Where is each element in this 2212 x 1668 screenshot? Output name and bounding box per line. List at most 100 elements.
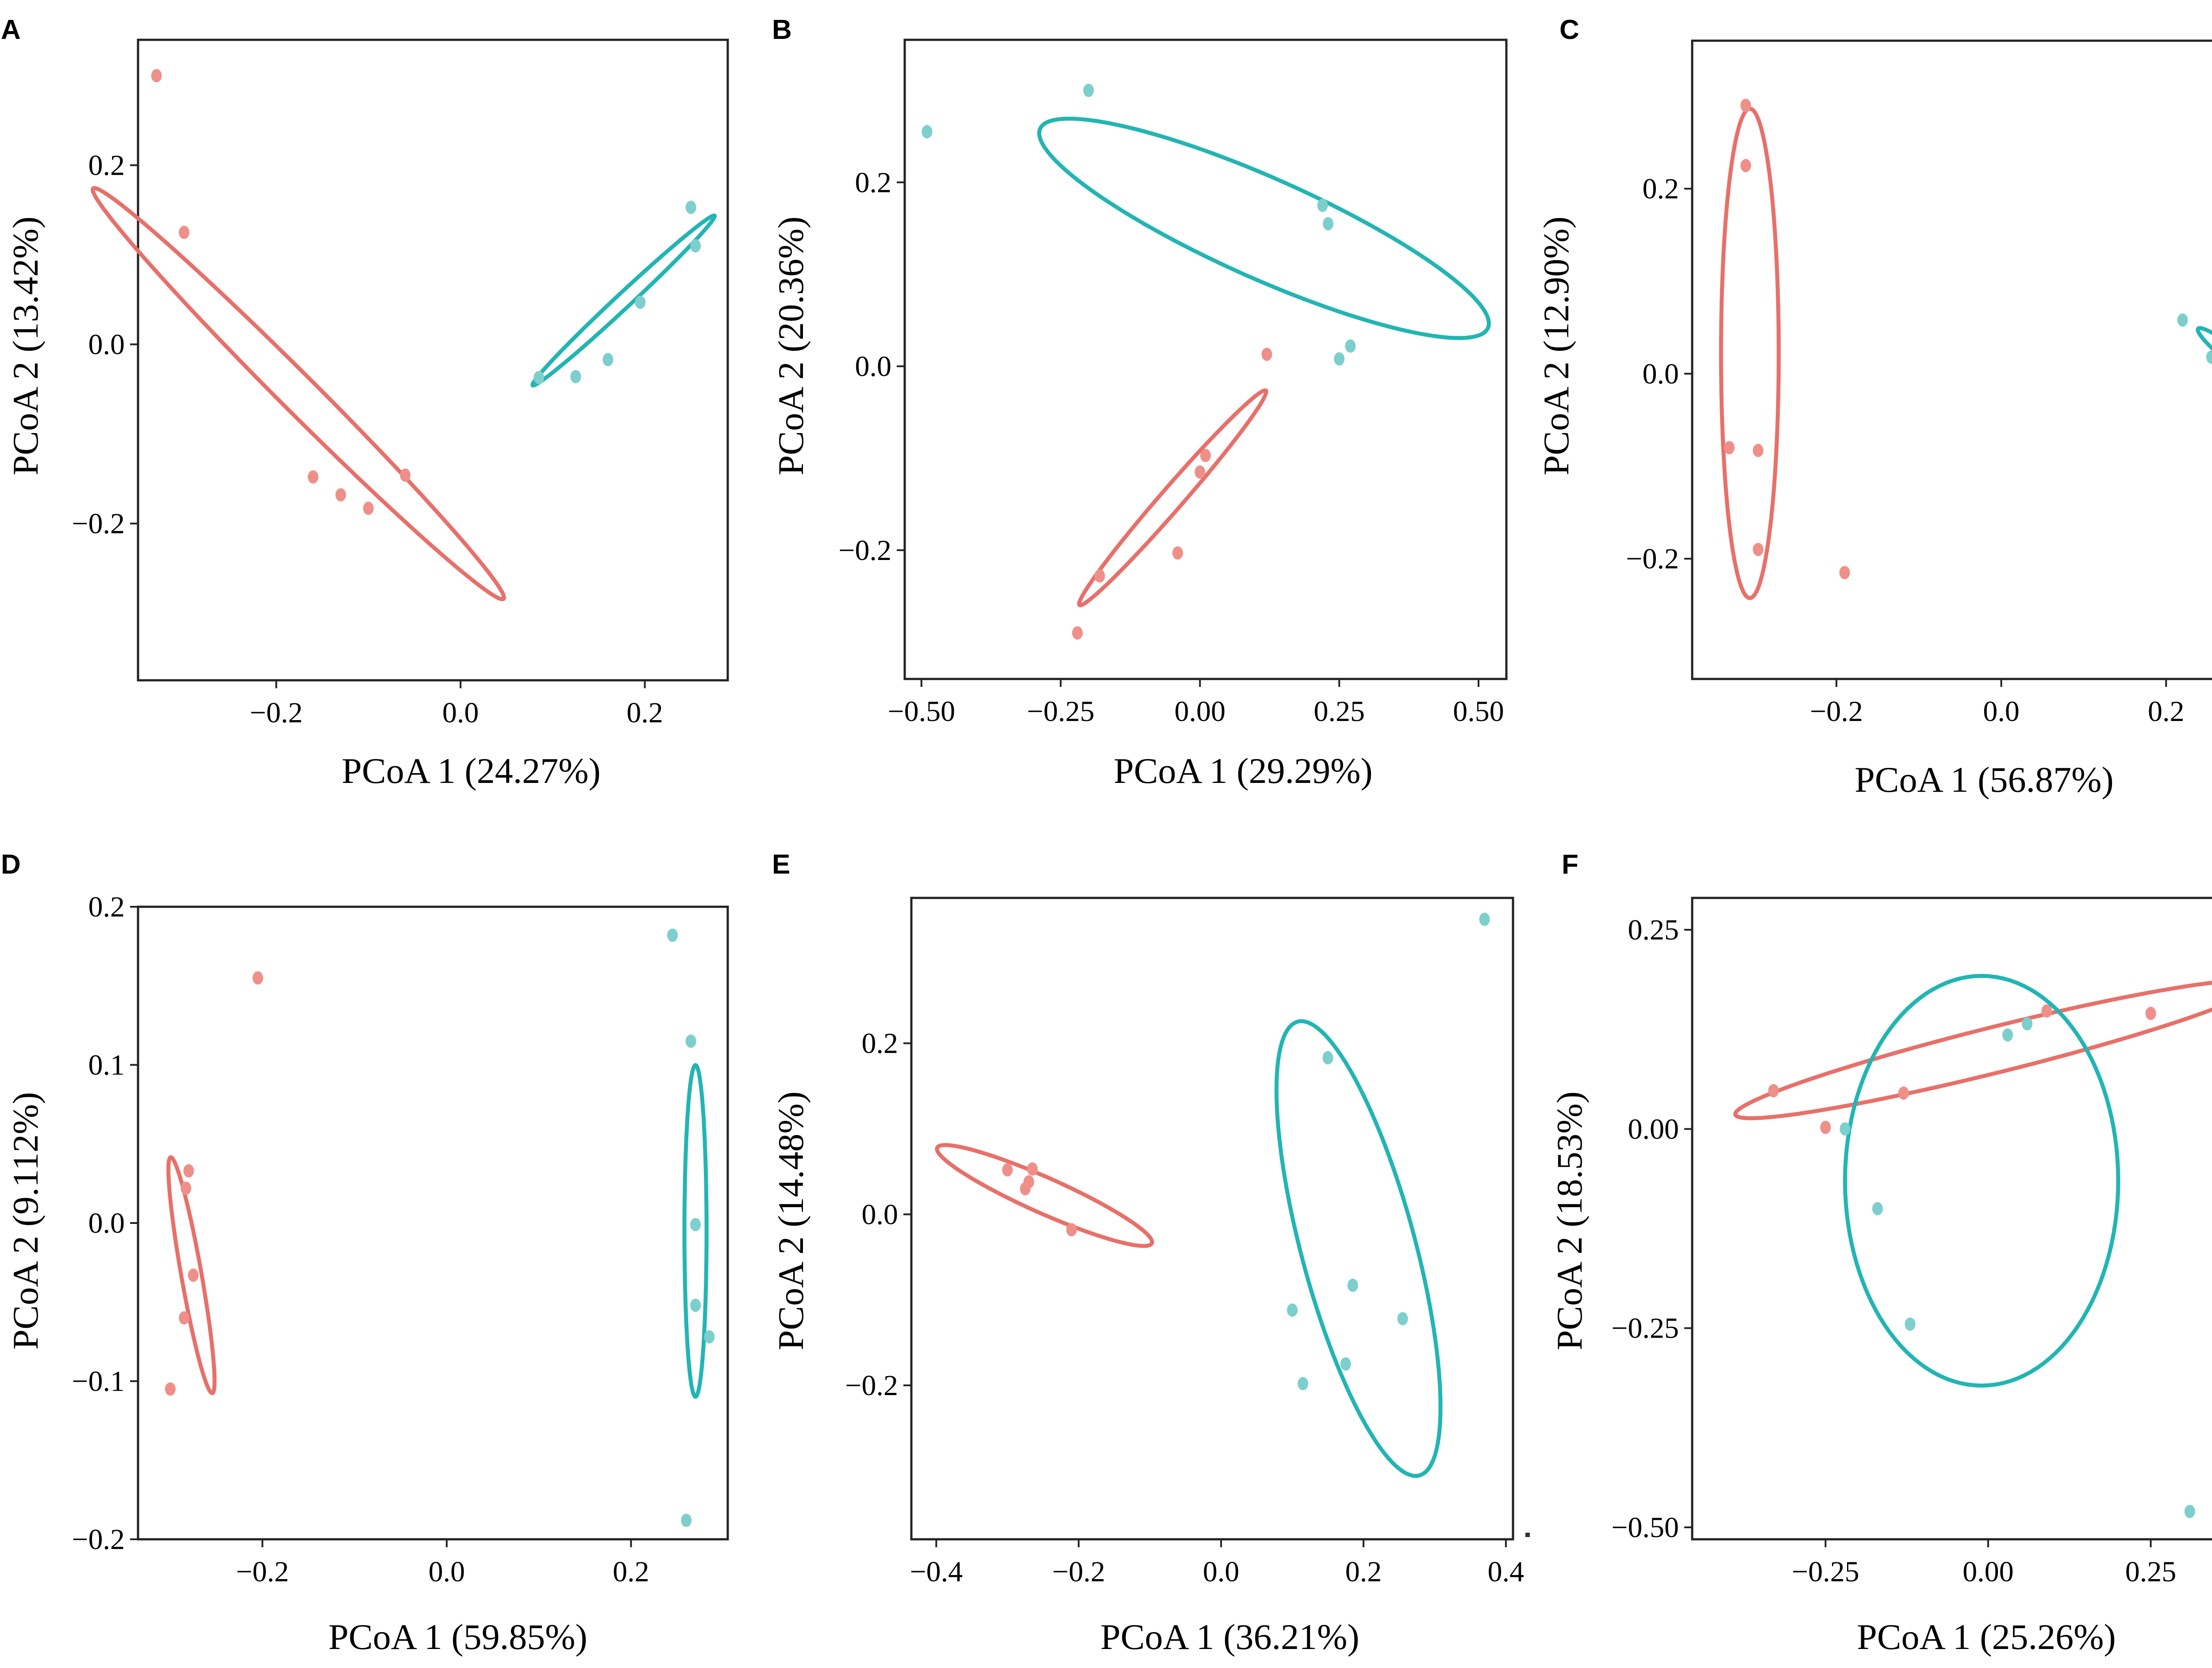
data-point [667, 928, 678, 942]
y-tick-label: 0.2 [862, 1028, 899, 1060]
y-axis-title: PCoA 2 (9.112%) [5, 1092, 46, 1350]
data-point [1345, 339, 1356, 353]
data-point [1172, 546, 1183, 560]
panel-letter: C [1559, 15, 1579, 45]
data-point [1194, 465, 1206, 479]
plot-frame [137, 38, 729, 682]
series-group-1 [1072, 348, 1272, 640]
data-point [179, 1311, 190, 1325]
data-point [1317, 199, 1328, 212]
data-point [603, 353, 614, 366]
data-point [1002, 1163, 1013, 1177]
panel-letter: A [1, 15, 21, 45]
confidence-ellipse [1077, 388, 1268, 607]
y-tick-label: 0.0 [1643, 358, 1679, 390]
x-tick-label: 0.0 [1983, 695, 2020, 728]
y-tick-label: 0.25 [1628, 914, 1679, 946]
data-point [1094, 569, 1105, 583]
y-tick-label: −0.2 [845, 1369, 898, 1402]
data-point [635, 295, 646, 309]
x-tick-label: 0.4 [1488, 1556, 1525, 1588]
data-point [704, 1330, 715, 1344]
x-tick-label: 0.0 [428, 1556, 465, 1588]
y-axis-title: PCoA 2 (18.53%) [1549, 1091, 1590, 1350]
data-point [2145, 1007, 2156, 1020]
confidence-ellipse [1274, 1019, 1443, 1478]
x-axis-title: PCoA 1 (59.85%) [328, 1617, 587, 1657]
data-point [1323, 217, 1334, 230]
data-point [1753, 444, 1764, 457]
panel-b: B −0.50 −0.25 0.00 0.25 0.50 −0.2 0.0 0.2 PCoA 1 … [771, 15, 1508, 791]
confidence-ellipse [935, 1143, 1154, 1248]
panel-a: A −0.2 0.0 0.2 −0.2 0.0 0.2 PCoA 1 (24.27%) PCoA… [1, 15, 729, 791]
data-point [1020, 1182, 1031, 1196]
data-point [1768, 1084, 1779, 1097]
panel-d: D −0.2 0.0 0.2 −0.2 −0.1 0.0 0.1 0.2 PCoA 1 (59.8… [1, 849, 729, 1657]
x-tick-label: 0.25 [2125, 1556, 2177, 1588]
x-axis-title: PCoA 1 (24.27%) [342, 751, 600, 791]
y-tick-label: −0.50 [1611, 1511, 1679, 1544]
data-point [1322, 1051, 1333, 1065]
series-group-1 [91, 69, 506, 602]
y-tick-label: −0.2 [1626, 543, 1679, 575]
x-tick-label: 0.2 [2148, 695, 2185, 728]
data-point [1397, 1312, 1408, 1326]
data-point [681, 1514, 692, 1527]
data-point [685, 200, 696, 214]
x-axis-title: PCoA 1 (36.21%) [1100, 1617, 1359, 1657]
data-point [1347, 1278, 1358, 1292]
y-tick-label: 0.00 [1628, 1113, 1679, 1145]
data-point [1261, 348, 1272, 361]
x-tick-label: −0.2 [1052, 1556, 1105, 1588]
x-tick-label: 0.25 [1313, 695, 1365, 728]
series-group-1 [165, 971, 263, 1396]
x-tick-label: −0.25 [1792, 1556, 1859, 1588]
data-point [363, 502, 374, 515]
x-tick-label: 0.2 [626, 697, 663, 729]
data-point [1724, 441, 1735, 455]
panel-c: C −0.2 0.0 0.2 −0.2 0.0 0.2 PCoA 1 (56.87%) PCoA… [1536, 15, 2212, 800]
series-group-2 [922, 84, 1491, 366]
y-tick-label: 0.0 [862, 1198, 899, 1231]
x-tick-label: −0.25 [1027, 695, 1094, 728]
x-axis-title: PCoA 1 (29.29%) [1114, 751, 1372, 791]
data-point [690, 1218, 701, 1231]
plot-frame [137, 905, 729, 1541]
y-tick-label: 0.1 [88, 1049, 125, 1081]
data-point [1066, 1223, 1077, 1237]
data-point [1905, 1317, 1916, 1331]
x-tick-label: −0.4 [910, 1556, 963, 1588]
data-point [183, 1164, 194, 1178]
data-point [1820, 1120, 1831, 1134]
data-point [2022, 1017, 2033, 1031]
y-tick-label: 0.0 [855, 350, 892, 383]
data-point [1334, 352, 1345, 366]
data-point [1298, 1377, 1309, 1391]
data-point [922, 125, 933, 138]
data-point [570, 370, 581, 383]
panel-e: E −0.4 −0.2 0.0 0.2 0.4 −0.2 0.0 0.2 PCoA 1 (36.2… [771, 849, 1524, 1657]
plot-frame [903, 38, 1508, 680]
data-point [2041, 1004, 2052, 1018]
y-tick-label: 0.2 [88, 150, 125, 182]
y-tick-label: 0.2 [855, 166, 892, 199]
data-point [1340, 1357, 1351, 1371]
panel-f: F −0.25 0.00 0.25 −0.50 −0.25 0.00 0.25 PCoA 1 (… [1549, 849, 2212, 1657]
y-tick-label: 0.0 [88, 1207, 125, 1239]
y-tick-label: −0.25 [1611, 1312, 1679, 1345]
series-group-2 [2177, 313, 2212, 364]
x-tick-label: −0.2 [1810, 695, 1863, 728]
data-point [1072, 626, 1083, 640]
data-point [1479, 913, 1490, 926]
data-point [2002, 1028, 2013, 1042]
data-point [1200, 449, 1211, 462]
data-point [2177, 313, 2188, 327]
y-tick-label: 0.0 [88, 329, 125, 361]
plot-frame [910, 897, 1514, 1541]
data-point [1027, 1162, 1038, 1176]
series-group-1 [1719, 99, 1850, 600]
series-group-1 [1733, 981, 2212, 1134]
panel-letter: F [1562, 849, 1578, 880]
confidence-ellipse [1733, 981, 2212, 1120]
